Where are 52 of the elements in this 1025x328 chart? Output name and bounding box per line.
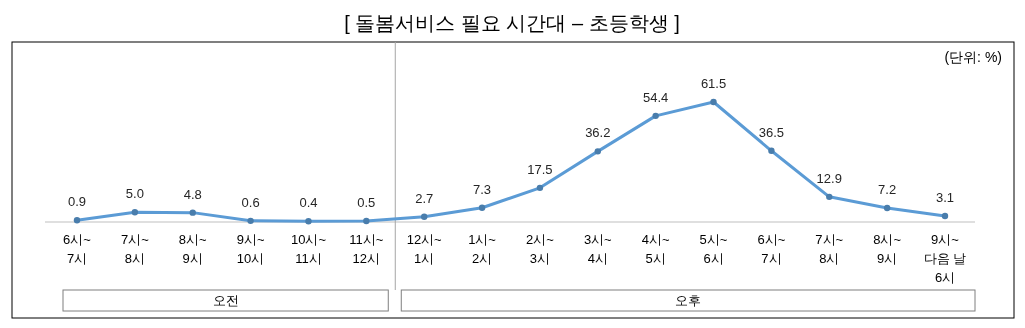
x-tick-label: 6시~ 7시 — [757, 232, 786, 266]
x-tick-label: 9시~ 10시 — [236, 232, 265, 266]
data-label: 36.2 — [585, 125, 611, 141]
point — [826, 193, 833, 201]
data-label: 0.9 — [67, 194, 87, 210]
data-label: 5.0 — [125, 186, 144, 202]
x-tick-label: 1시~ 2시 — [468, 232, 497, 266]
x-tick-label: 12시~ 1시 — [406, 232, 443, 266]
chart-title: [ 돌봄서비스 필요 시간대 – 초등학생 ] — [344, 12, 680, 34]
point — [73, 217, 81, 224]
data-label: 7.2 — [878, 181, 897, 197]
point — [305, 218, 312, 225]
point — [652, 112, 659, 120]
data-label: 54.4 — [643, 89, 669, 105]
data-label: 0.6 — [241, 194, 260, 210]
data-label: 36.5 — [758, 124, 785, 140]
point — [363, 217, 370, 225]
data-label: 4.8 — [183, 186, 202, 202]
point — [941, 212, 949, 220]
text: (단위: %) — [944, 49, 1002, 65]
text: 오전 — [212, 293, 239, 308]
point — [710, 98, 717, 106]
point — [768, 147, 775, 154]
x-tick-label: 2시~ 3시 — [526, 232, 555, 266]
point — [594, 148, 601, 155]
x-tick-label: 9시~ 다음 날 6시 — [923, 232, 967, 285]
data-label: 17.5 — [527, 161, 553, 177]
data-label: 0.4 — [299, 195, 318, 211]
x-tick-label: 7시~ 8시 — [120, 232, 150, 266]
point — [421, 213, 428, 220]
x-tick-label: 4시~ 5시 — [641, 232, 670, 266]
data-label: 2.7 — [415, 190, 434, 206]
data-label: 7.3 — [473, 181, 492, 197]
point — [189, 209, 196, 216]
text: 오후 — [675, 293, 702, 308]
point — [883, 204, 891, 212]
point — [536, 184, 544, 192]
x-tick-label: 10시~ 11시 — [290, 232, 327, 266]
point — [478, 204, 486, 211]
x-tick-label: 11시~ 12시 — [349, 232, 384, 266]
x-tick-label: 6시~ 7시 — [63, 232, 92, 266]
data-label: 3.1 — [935, 189, 955, 205]
x-tick-label: 8시~ 9시 — [178, 232, 208, 266]
x-tick-label: 8시~ 9시 — [873, 232, 902, 266]
point — [131, 209, 139, 216]
x-tick-label: 5시~ 6시 — [699, 232, 728, 266]
point — [247, 217, 254, 225]
x-tick-label: 7시~ 8시 — [815, 232, 844, 266]
data-label: 0.5 — [357, 195, 376, 211]
x-tick-label: 3시~ 4시 — [583, 232, 613, 266]
data-label: 12.9 — [816, 170, 842, 186]
data-label: 61.5 — [700, 76, 727, 91]
